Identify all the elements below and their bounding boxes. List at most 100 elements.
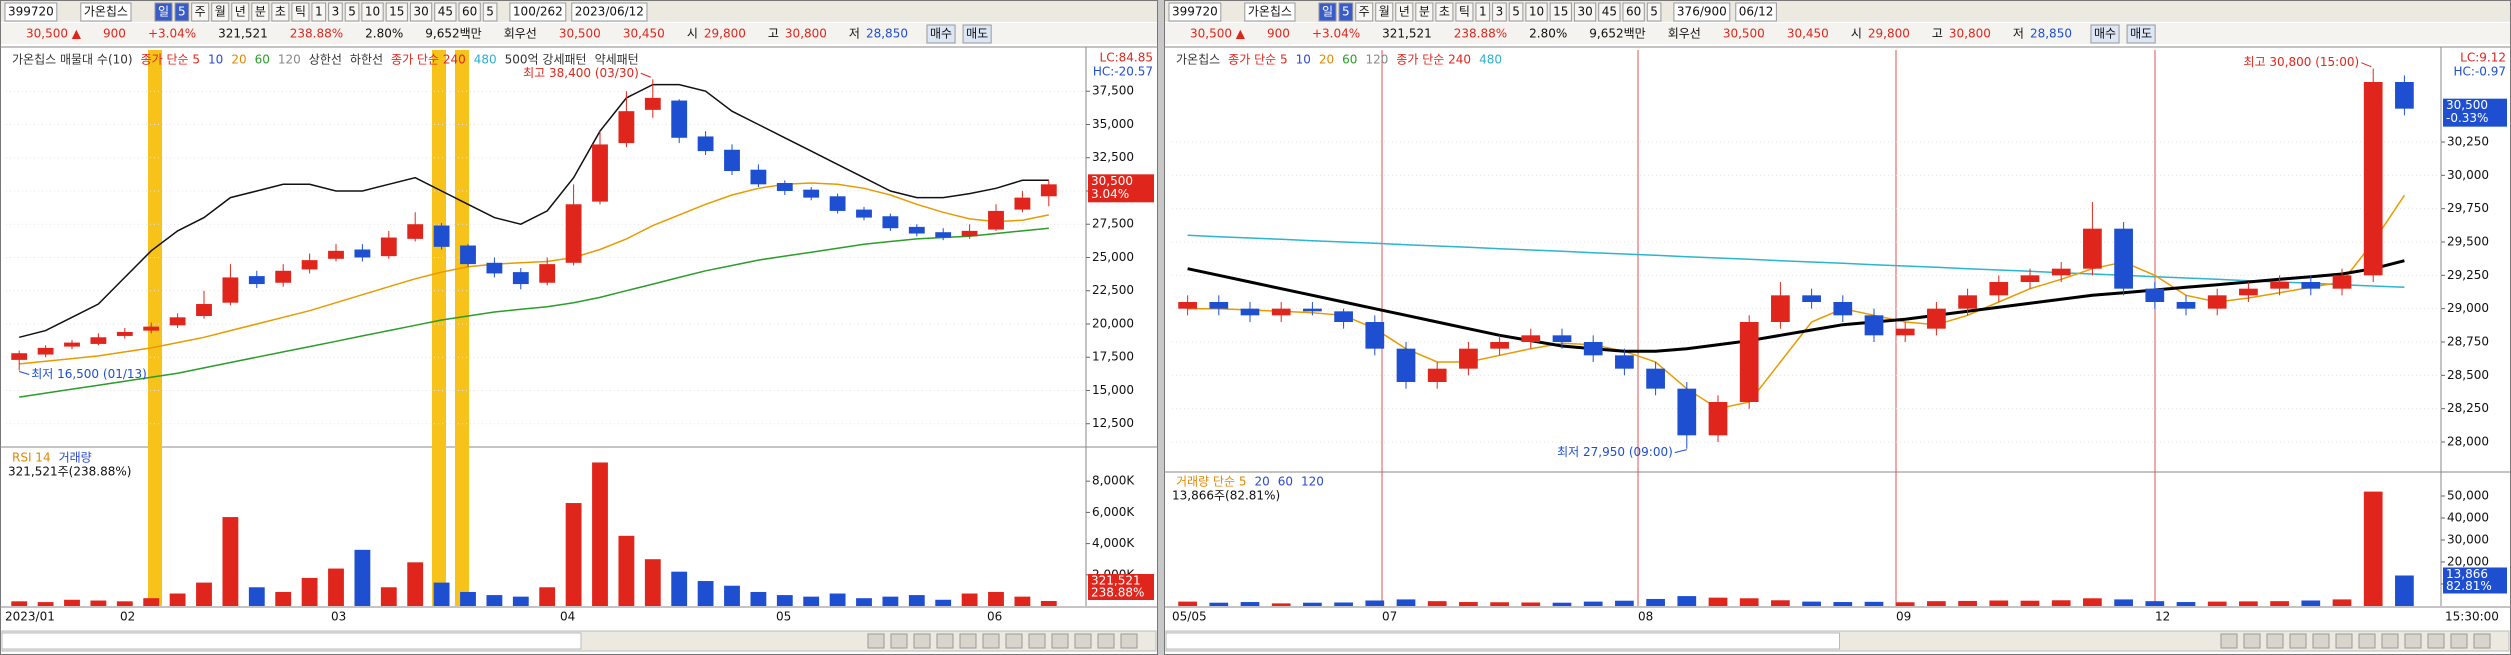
period-button[interactable]: 10 [1529, 5, 1544, 19]
period-button[interactable]: 15 [389, 5, 404, 19]
scroll-control[interactable] [867, 633, 885, 649]
date-box[interactable] [571, 2, 648, 22]
scroll-control[interactable] [2450, 633, 2468, 649]
quote-sell-box[interactable] [962, 24, 992, 44]
date[interactable]: 2023/06/12 [575, 5, 644, 19]
period-button[interactable]: 5 [178, 5, 186, 19]
stock-code-box[interactable] [4, 2, 58, 22]
period-button-box[interactable] [482, 2, 498, 22]
period-button-box[interactable] [1375, 2, 1394, 22]
period-button[interactable]: 45 [1602, 5, 1617, 19]
period-button-box[interactable] [1415, 2, 1434, 22]
period-button-box[interactable] [1475, 2, 1491, 22]
period-button[interactable]: 월 [215, 5, 226, 19]
period-button[interactable]: 1 [315, 5, 323, 19]
period-button-box[interactable] [174, 2, 190, 22]
scroll-control[interactable] [890, 633, 908, 649]
period-button[interactable]: 월 [1379, 5, 1390, 19]
scroll-control[interactable] [1005, 633, 1023, 649]
period-button[interactable]: 년 [1399, 5, 1410, 19]
stock-code-box[interactable] [1168, 2, 1222, 22]
period-button[interactable]: 5 [1650, 5, 1658, 19]
period-button[interactable]: 3 [332, 5, 340, 19]
scroll-control[interactable] [1120, 633, 1138, 649]
period-button[interactable]: 60 [462, 5, 477, 19]
period-button-box[interactable] [1525, 2, 1548, 22]
quote-sell[interactable]: 매도 [966, 27, 988, 41]
stock-name[interactable]: 가온칩스 [1248, 5, 1292, 19]
quote-buy[interactable]: 매수 [2094, 27, 2116, 41]
period-button[interactable]: 초 [1439, 5, 1450, 19]
period-button-box[interactable] [409, 2, 433, 22]
period-button-box[interactable] [328, 2, 343, 22]
period-button-box[interactable] [1455, 2, 1474, 22]
scroll-control[interactable] [2266, 633, 2284, 649]
period-button-box[interactable] [1492, 2, 1507, 22]
period-button[interactable]: 5 [348, 5, 356, 19]
count-box[interactable] [509, 2, 567, 22]
period-button[interactable]: 5 [1512, 5, 1520, 19]
scroll-thumb[interactable] [1, 632, 582, 650]
period-button[interactable]: 60 [1626, 5, 1641, 19]
scroll-control[interactable] [2220, 633, 2238, 649]
period-button-box[interactable] [1646, 2, 1662, 22]
period-button-box[interactable] [434, 2, 457, 22]
quote-buy[interactable]: 매수 [930, 27, 952, 41]
period-button[interactable]: 5 [1342, 5, 1350, 19]
period-button-box[interactable] [191, 2, 210, 22]
scroll-control[interactable] [2289, 633, 2307, 649]
quote-buy-box[interactable] [2090, 24, 2120, 44]
period-button[interactable]: 3 [1496, 5, 1504, 19]
period-button-box[interactable] [385, 2, 408, 22]
period-button-box[interactable] [1549, 2, 1572, 22]
scroll-control[interactable] [2358, 633, 2376, 649]
period-button-box[interactable] [1355, 2, 1374, 22]
scroll-control[interactable] [2335, 633, 2353, 649]
period-button[interactable]: 초 [275, 5, 286, 19]
period-button[interactable]: 분 [255, 5, 266, 19]
scroll-control[interactable] [959, 633, 977, 649]
period-button[interactable]: 5 [486, 5, 494, 19]
period-button[interactable]: 일 [158, 5, 169, 19]
count[interactable]: 100/262 [513, 5, 563, 19]
period-button-box[interactable] [361, 2, 384, 22]
scroll-control[interactable] [913, 633, 931, 649]
scroll-control[interactable] [1074, 633, 1092, 649]
period-button-box[interactable] [1508, 2, 1524, 22]
period-button-box[interactable] [344, 2, 360, 22]
period-button-box[interactable] [311, 2, 327, 22]
period-button-box[interactable] [1395, 2, 1414, 22]
period-button[interactable]: 10 [365, 5, 380, 19]
scroll-control[interactable] [2473, 633, 2491, 649]
stock-name[interactable]: 가온칩스 [84, 5, 128, 19]
period-button-box[interactable] [271, 2, 290, 22]
period-button[interactable]: 틱 [1459, 5, 1470, 19]
period-button[interactable]: 일 [1322, 5, 1333, 19]
scroll-control[interactable] [2404, 633, 2422, 649]
stock-name-box[interactable] [1244, 2, 1296, 22]
period-button[interactable]: 1 [1479, 5, 1487, 19]
period-button[interactable]: 30 [413, 5, 428, 19]
scroll-control[interactable] [2381, 633, 2399, 649]
period-button[interactable]: 틱 [295, 5, 306, 19]
quote-buy-box[interactable] [926, 24, 956, 44]
period-button-box[interactable] [1598, 2, 1621, 22]
quote-sell[interactable]: 매도 [2130, 27, 2152, 41]
scroll-control[interactable] [936, 633, 954, 649]
count[interactable]: 376/900 [1677, 5, 1727, 19]
period-button[interactable]: 30 [1577, 5, 1592, 19]
count-box[interactable] [1673, 2, 1731, 22]
period-button-box[interactable] [1573, 2, 1597, 22]
scroll-control[interactable] [1051, 633, 1069, 649]
period-button-box[interactable] [1318, 2, 1337, 22]
scroll-control[interactable] [2243, 633, 2261, 649]
period-button-box[interactable] [251, 2, 270, 22]
period-button-box[interactable] [1622, 2, 1645, 22]
stock-name-box[interactable] [80, 2, 132, 22]
period-button-box[interactable] [291, 2, 310, 22]
period-button[interactable]: 년 [235, 5, 246, 19]
period-button[interactable]: 주 [195, 5, 206, 19]
stock-code[interactable]: 399720 [8, 5, 54, 19]
date-box[interactable] [1735, 2, 1777, 22]
period-button-box[interactable] [1338, 2, 1354, 22]
